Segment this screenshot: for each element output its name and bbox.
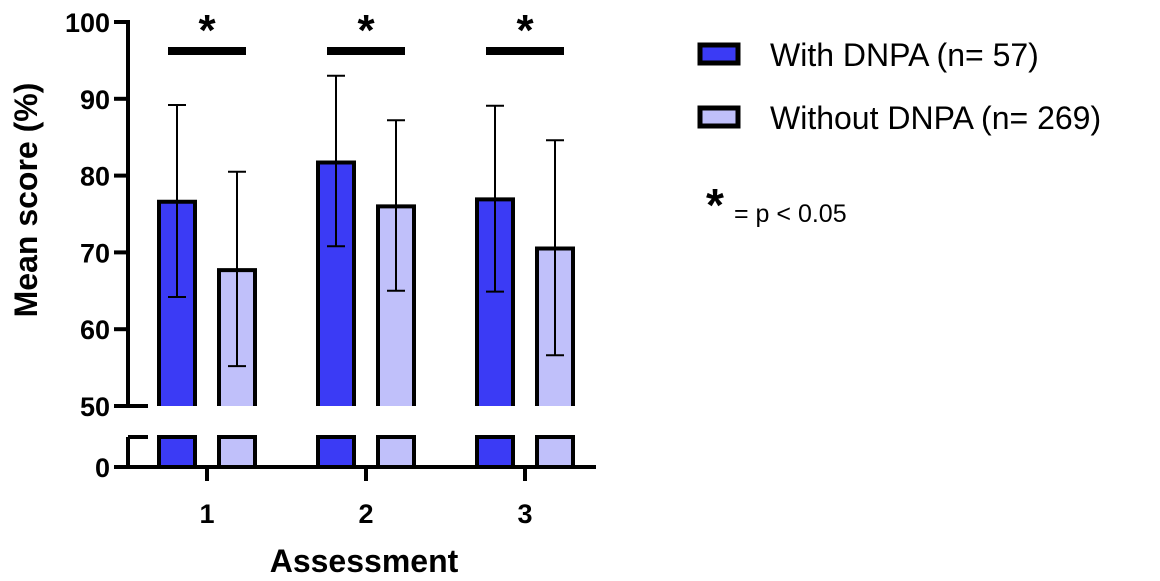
note-text: = p < 0.05 bbox=[734, 200, 847, 228]
bars-layer bbox=[157, 160, 575, 467]
legend: With DNPA (n= 57) Without DNPA (n= 269) bbox=[697, 37, 1101, 136]
bar-base-series-2-cat-1 bbox=[217, 435, 257, 467]
axes-layer: 0 50 60 70 80 90 100 1 2 3 bbox=[65, 8, 596, 529]
y-tick-label-50: 50 bbox=[80, 392, 110, 422]
y-tick-label-60: 60 bbox=[80, 315, 110, 345]
significance-star-1: * bbox=[198, 6, 216, 55]
error-bar-series-2-cat-1 bbox=[228, 170, 246, 368]
y-axis-title: Mean score (%) bbox=[8, 83, 44, 318]
x-axis-title: Assessment bbox=[270, 543, 459, 579]
y-tick-label-0: 0 bbox=[95, 453, 110, 483]
bar-base-series-1-cat-3 bbox=[475, 435, 515, 467]
bar-base-series-1-cat-2 bbox=[316, 435, 356, 467]
bar-base-series-2-cat-2 bbox=[376, 435, 416, 467]
legend-label-with-dnpa: With DNPA (n= 57) bbox=[770, 37, 1039, 73]
error-bar-series-1-cat-1 bbox=[168, 103, 186, 298]
error-bar-series-2-cat-2 bbox=[387, 119, 405, 292]
significance-star-3: * bbox=[516, 6, 534, 55]
x-tick-label-1: 1 bbox=[199, 499, 214, 529]
legend-swatch-without-dnpa bbox=[697, 105, 741, 129]
y-tick-label-90: 90 bbox=[80, 85, 110, 115]
legend-swatch-with-dnpa bbox=[697, 42, 741, 66]
legend-label-without-dnpa: Without DNPA (n= 269) bbox=[770, 100, 1101, 136]
significance-star-2: * bbox=[357, 6, 375, 55]
significance-layer: * * * bbox=[168, 6, 564, 55]
error-bar-series-1-cat-2 bbox=[327, 74, 345, 248]
error-bar-series-2-cat-3 bbox=[546, 139, 564, 357]
error-bars-layer bbox=[168, 74, 564, 368]
y-tick-label-100: 100 bbox=[65, 8, 110, 38]
x-tick-label-3: 3 bbox=[517, 499, 532, 529]
bar-base-series-1-cat-1 bbox=[157, 435, 197, 467]
bar-base-series-2-cat-3 bbox=[535, 435, 575, 467]
significance-note: * = p < 0.05 bbox=[706, 179, 847, 231]
y-tick-label-80: 80 bbox=[80, 162, 110, 192]
y-tick-label-70: 70 bbox=[80, 238, 110, 268]
note-star-symbol: * bbox=[706, 179, 724, 231]
error-bar-series-1-cat-3 bbox=[486, 104, 504, 293]
x-tick-label-2: 2 bbox=[358, 499, 373, 529]
